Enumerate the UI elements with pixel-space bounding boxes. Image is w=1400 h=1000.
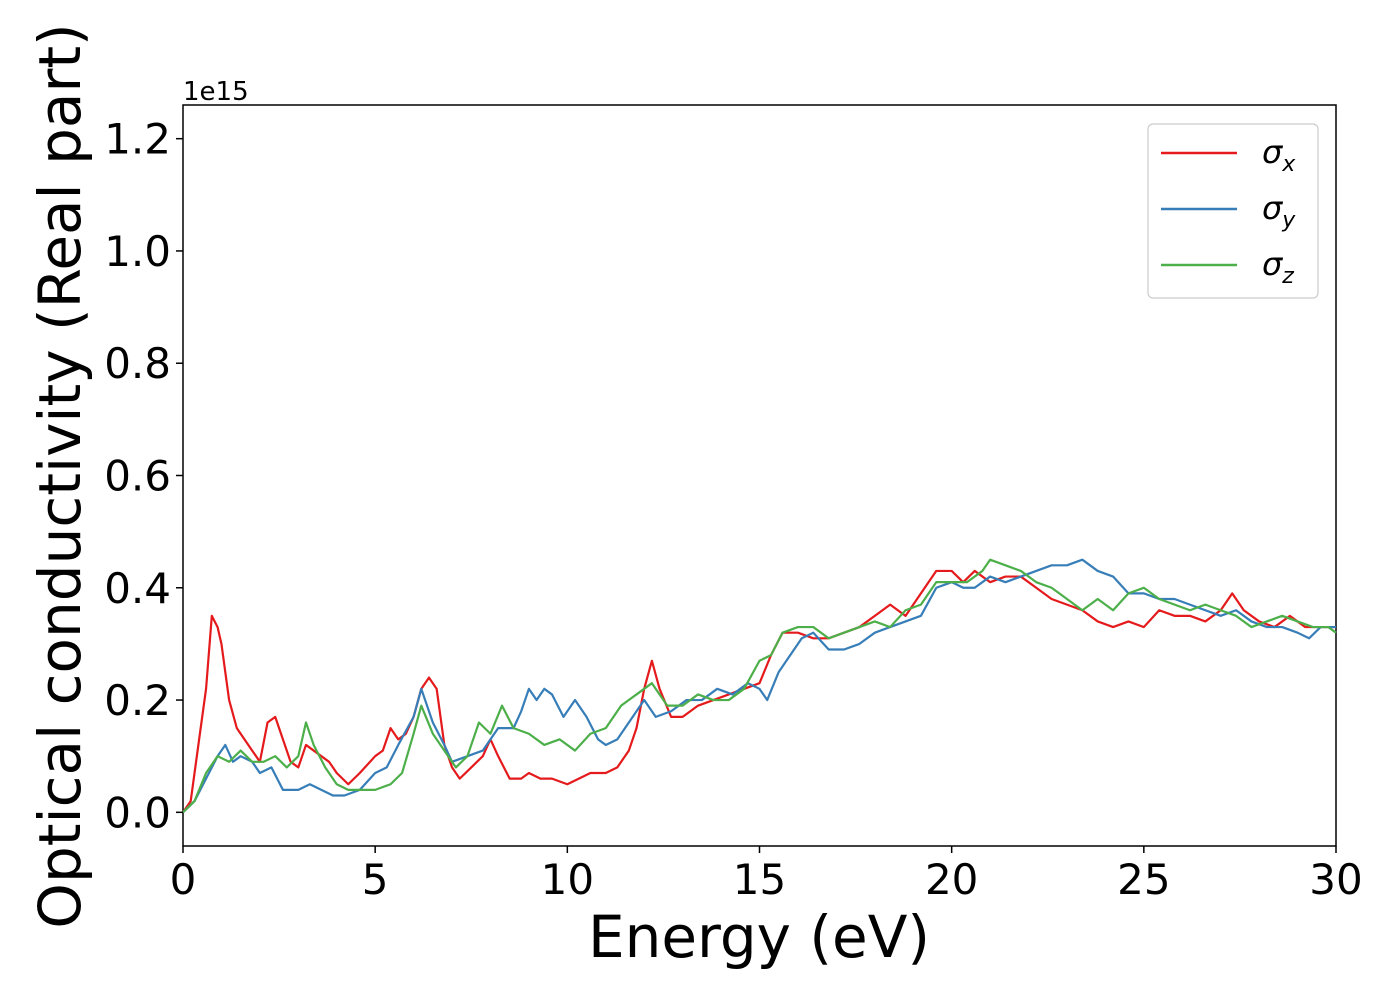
legend-label-y: σy <box>1262 189 1296 233</box>
legend-label-x: σx <box>1262 133 1296 177</box>
x-tick-label: 15 <box>733 855 786 904</box>
y-axis-label: Optical conductivity (Real part) <box>26 23 94 928</box>
plot-area <box>182 104 1337 847</box>
legend: σx σy σz <box>1147 123 1319 299</box>
series-line-x <box>182 569 1336 813</box>
x-tick-label: 5 <box>362 855 389 904</box>
x-tick-label: 0 <box>170 855 197 904</box>
y-axis-ticks: 0.0 0.2 0.4 0.6 0.8 1.0 1.2 <box>104 115 183 837</box>
x-axis-ticks: 0 5 10 15 20 25 30 <box>170 846 1363 904</box>
y-tick-label: 0.0 <box>104 788 171 837</box>
x-tick-label: 20 <box>925 855 978 904</box>
y-tick-label: 0.2 <box>104 676 171 725</box>
y-tick-label: 0.4 <box>104 564 171 613</box>
series-line-z <box>182 558 1337 814</box>
y-offset-text: 1e15 <box>183 77 249 107</box>
y-tick-label: 1.2 <box>104 115 171 164</box>
series-layer <box>182 558 1337 814</box>
legend-frame <box>1147 123 1319 299</box>
y-tick-label: 1.0 <box>104 227 171 276</box>
y-tick-label: 0.6 <box>104 452 171 501</box>
x-tick-label: 10 <box>541 855 594 904</box>
x-axis-label: Energy (eV) <box>588 903 930 971</box>
axes-frame <box>182 104 1337 847</box>
x-tick-label: 25 <box>1117 855 1170 904</box>
series-line-y <box>182 558 1336 814</box>
x-tick-label: 30 <box>1309 855 1362 904</box>
legend-label-z: σz <box>1262 245 1294 289</box>
y-tick-label: 0.8 <box>104 339 171 388</box>
